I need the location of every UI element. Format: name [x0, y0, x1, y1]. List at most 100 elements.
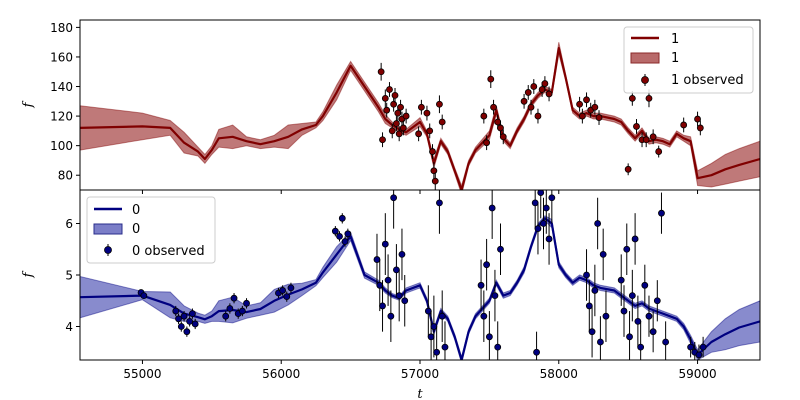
bot-observed-point: [623, 223, 631, 275]
top-observed-marker: [431, 177, 439, 185]
bot-observed-point: [591, 264, 599, 317]
top-observed-point: [415, 126, 423, 142]
bot-observed-marker: [401, 297, 409, 305]
bottom-panel: 4 5 6 55000 56000 57000 58000 59000 f t 0 0 0 …: [21, 189, 761, 400]
top-observed-marker: [649, 133, 657, 141]
bot-y-tick-label: 5: [65, 269, 73, 283]
bottom-legend-label-observed: 0 observed: [132, 244, 205, 259]
bot-observed-point: [662, 321, 670, 360]
top-observed-marker: [429, 148, 436, 155]
top-y-tick-label: 80: [58, 169, 73, 183]
top-observed-marker: [426, 127, 434, 135]
bottom-legend: 0 0 0 observed: [86, 196, 216, 264]
bot-observed-point: [336, 231, 343, 242]
bot-observed-marker: [617, 276, 625, 284]
top-observed-marker: [527, 103, 535, 111]
bot-observed-marker: [283, 293, 291, 301]
bot-observed-marker: [658, 209, 665, 217]
bot-observed-point: [658, 192, 665, 234]
bot-observed-marker: [381, 240, 389, 248]
top-observed-marker: [438, 118, 446, 126]
bot-observed-point: [653, 280, 661, 322]
top-observed-point: [397, 99, 404, 115]
bot-observed-marker: [287, 284, 295, 292]
bot-observed-point: [222, 311, 230, 322]
top-observed-marker: [534, 112, 542, 120]
top-observed-point: [578, 108, 586, 124]
bot-observed-point: [645, 295, 653, 337]
top-observed-point: [393, 116, 400, 131]
bottom-y-axis-label: f: [21, 270, 36, 278]
bot-observed-point: [599, 228, 607, 281]
bot-observed-point: [230, 293, 238, 304]
top-observed-point: [541, 76, 549, 91]
top-observed-point: [429, 144, 436, 159]
bot-observed-point: [597, 316, 604, 360]
bot-observed-marker: [430, 323, 438, 330]
top-observed-point: [395, 126, 403, 142]
top-observed-marker: [480, 112, 488, 120]
top-observed-point: [377, 62, 385, 81]
bot-observed-point: [338, 213, 346, 224]
bot-observed-marker: [172, 307, 180, 315]
bot-observed-point: [344, 228, 352, 239]
bot-observed-marker: [477, 281, 485, 289]
top-observed-point: [487, 70, 495, 88]
bot-observed-point: [533, 331, 540, 360]
top-observed-marker: [520, 97, 528, 105]
bot-observed-point: [494, 321, 502, 360]
bot-x-tick-label: 59000: [678, 367, 716, 381]
bot-observed-marker: [433, 348, 441, 356]
bot-observed-point: [381, 213, 389, 275]
bot-observed-marker: [387, 312, 395, 320]
bot-observed-marker: [341, 238, 349, 245]
top-observed-marker: [642, 136, 650, 144]
bot-observed-marker: [438, 312, 446, 320]
top-observed-marker: [397, 103, 404, 111]
bot-observed-point: [480, 290, 488, 342]
bot-observed-point: [183, 326, 191, 337]
bot-observed-marker: [634, 317, 642, 325]
top-observed-marker: [379, 136, 386, 144]
bottom-legend-point-swatch: [104, 246, 112, 254]
top-observed-point: [624, 163, 632, 176]
bot-observed-point: [542, 190, 550, 234]
bot-observed-marker: [384, 276, 392, 284]
top-observed-marker: [395, 130, 403, 138]
bot-observed-marker: [395, 292, 403, 300]
bot-observed-marker: [497, 245, 504, 253]
top-observed-point: [417, 99, 425, 115]
top-y-tick-label: 180: [50, 21, 73, 35]
bot-observed-point: [583, 249, 590, 301]
top-observed-point: [655, 145, 663, 158]
bot-observed-point: [384, 254, 392, 306]
bot-observed-point: [491, 269, 499, 322]
top-observed-marker: [423, 109, 431, 117]
bot-observed-marker: [585, 302, 593, 310]
bot-observed-point: [687, 336, 695, 358]
top-observed-marker: [390, 100, 398, 108]
bot-observed-marker: [140, 292, 148, 300]
bot-observed-marker: [376, 281, 384, 289]
top-observed-marker: [645, 94, 653, 102]
top-observed-point: [591, 99, 599, 115]
bot-observed-point: [483, 238, 491, 291]
bot-observed-marker: [390, 194, 398, 202]
bot-observed-point: [628, 269, 636, 322]
bot-y-tick-label: 6: [65, 217, 73, 231]
bot-observed-marker: [591, 287, 599, 294]
top-observed-point: [534, 108, 542, 124]
bot-observed-marker: [180, 312, 188, 320]
bot-observed-marker: [542, 204, 550, 212]
top-observed-point: [696, 120, 704, 136]
bottom-observed-group: [137, 190, 707, 360]
bot-observed-marker: [540, 220, 547, 227]
top-observed-marker: [497, 124, 504, 132]
top-observed-marker: [394, 109, 402, 117]
top-observed-marker: [541, 80, 549, 87]
top-x-ticks: [141, 190, 699, 194]
bottom-y-ticks: 4 5 6: [65, 217, 80, 334]
bot-observed-marker: [344, 230, 352, 238]
bot-observed-point: [588, 305, 596, 358]
